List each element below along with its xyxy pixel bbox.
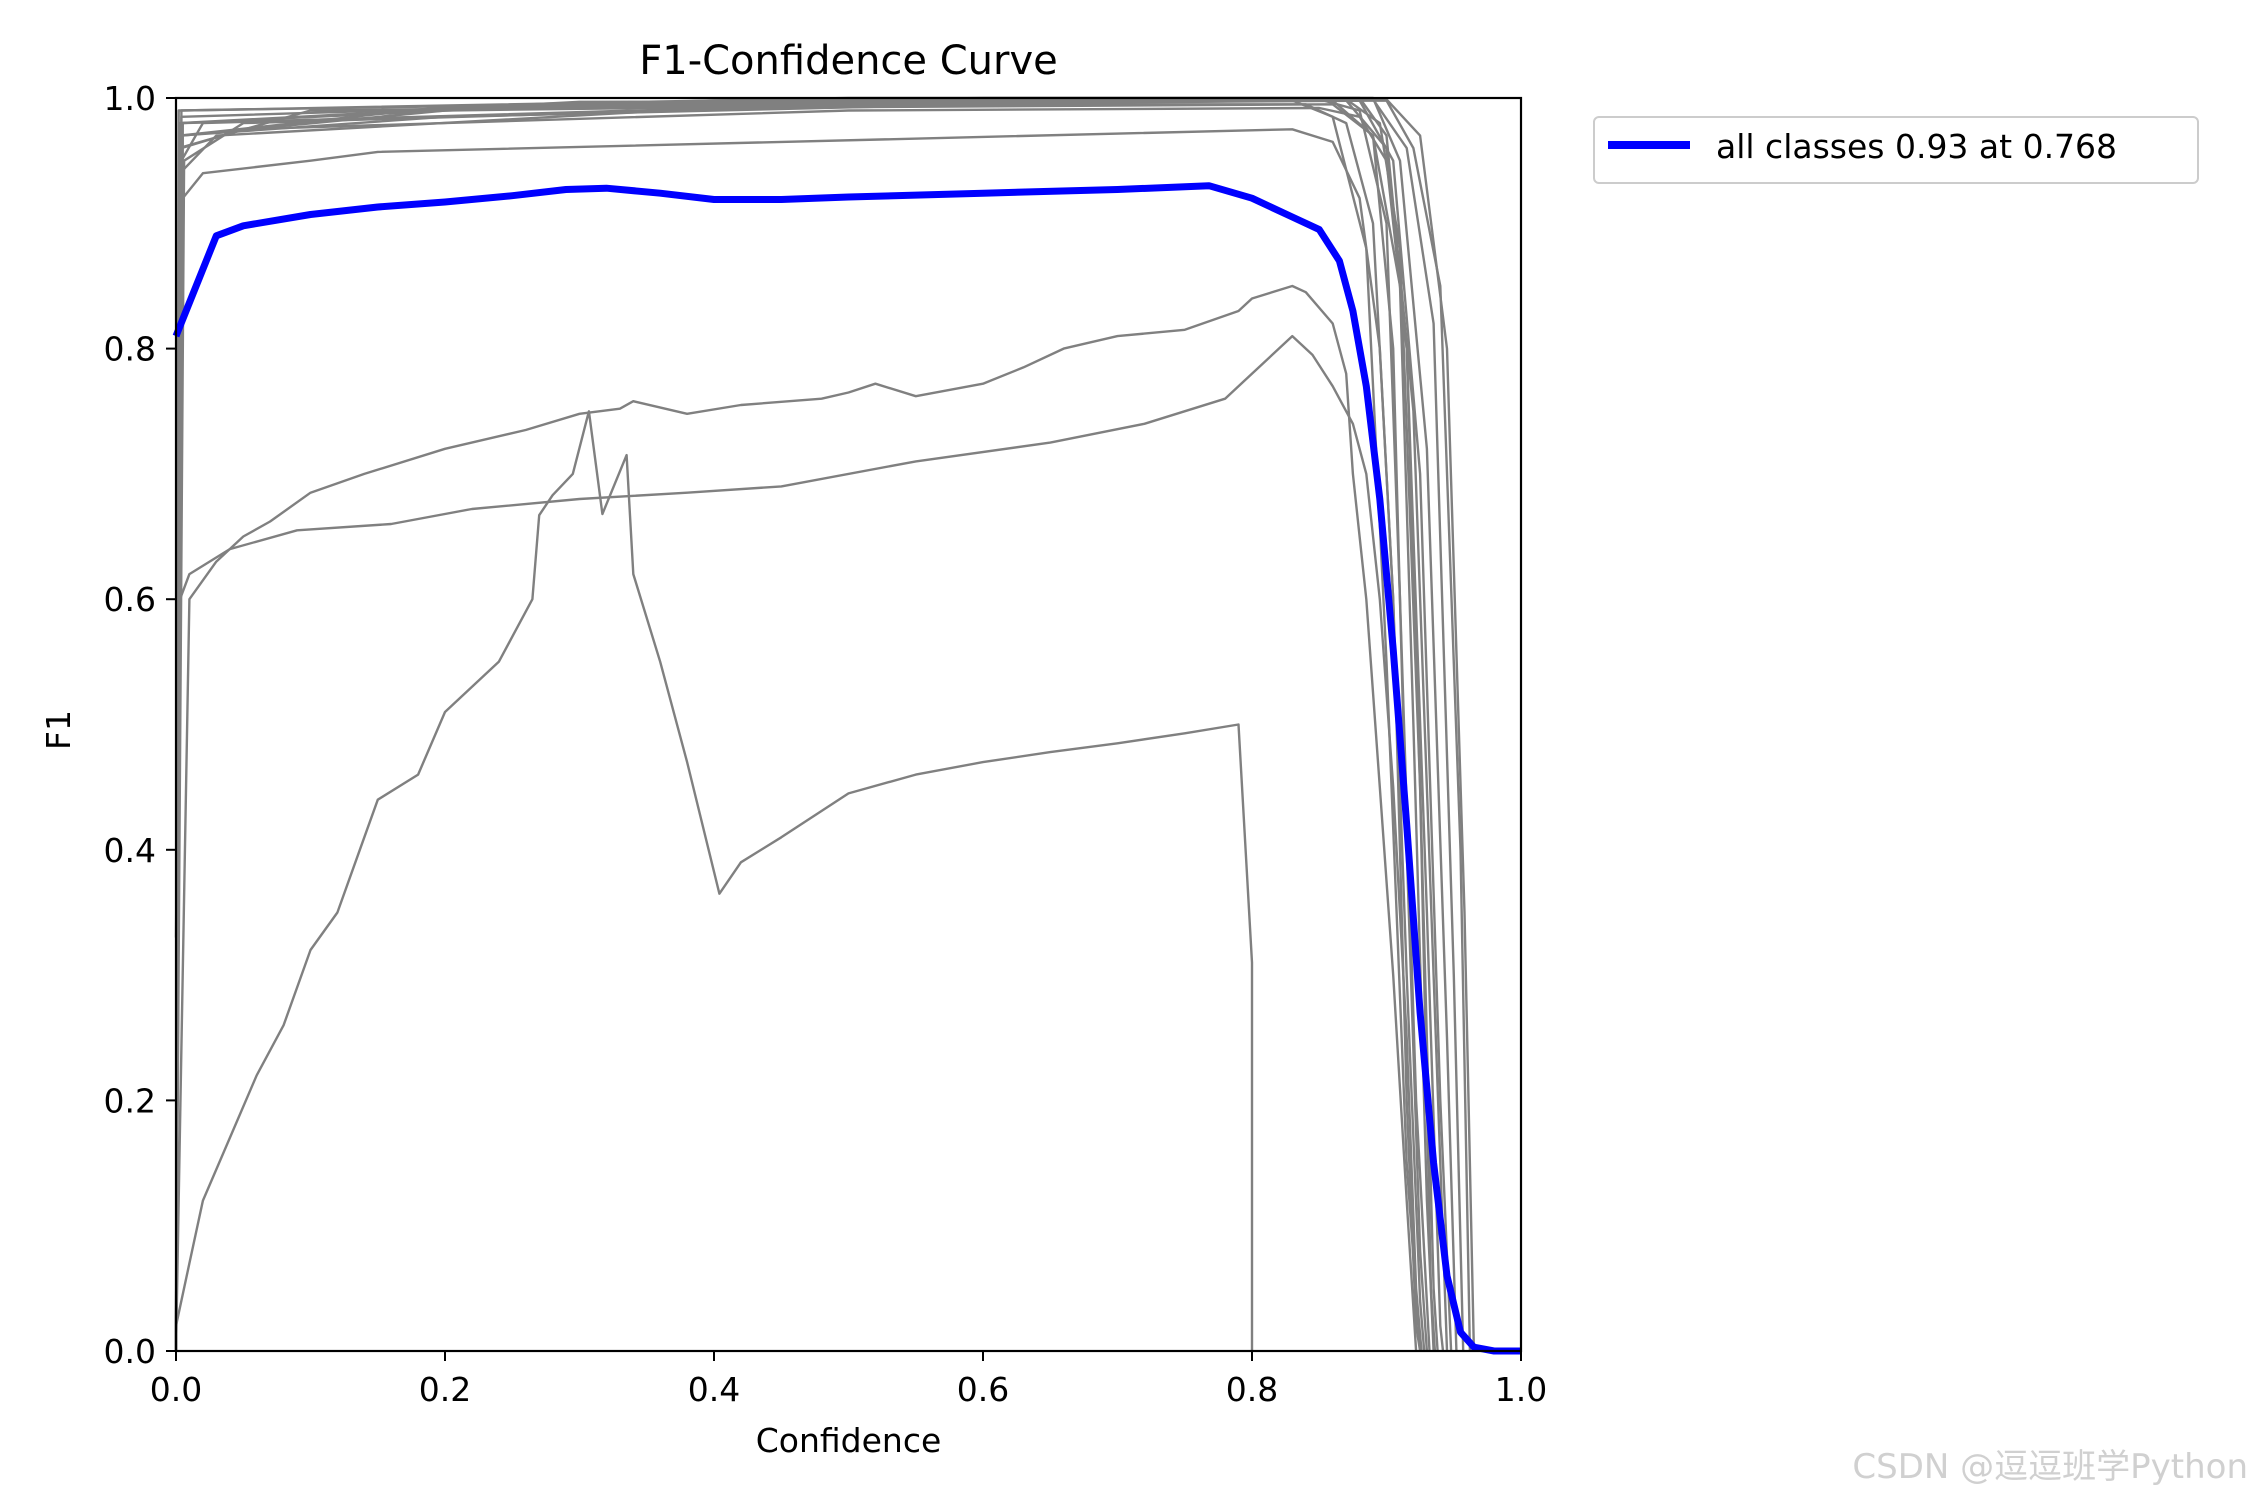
- series-line-class-5: [174, 103, 1435, 1352]
- series-line-class-15: [174, 128, 1426, 1352]
- y-tick-label: 1.0: [104, 79, 156, 118]
- x-tick-label: 1.0: [1495, 1370, 1547, 1409]
- y-tick-label: 0.2: [104, 1081, 156, 1120]
- x-axis-label: Confidence: [756, 1421, 942, 1460]
- y-tick-label: 0.6: [104, 580, 156, 619]
- series-line-class-16: [174, 334, 1423, 1352]
- y-tick-label: 0.4: [104, 831, 156, 870]
- series-line-class-11: [174, 98, 1465, 1352]
- x-tick-label: 0.6: [957, 1370, 1009, 1409]
- plot-lines: [172, 96, 1521, 1355]
- x-tick-label: 0.8: [1226, 1370, 1278, 1409]
- chart-title: F1-Confidence Curve: [639, 38, 1058, 84]
- series-line-class-8: [174, 96, 1449, 1352]
- x-tick-label: 0.2: [419, 1370, 471, 1409]
- csdn-watermark: CSDN @逗逗班学Python: [1852, 1447, 2248, 1487]
- series-line-class-1: [174, 103, 1422, 1352]
- series-line-class-18: [174, 410, 1254, 1351]
- axis-ticks: 0.0 0.2 0.4 0.6 0.8 1.0 0.0 0.2 0.4 0.6 0.8 1.0: [104, 79, 1548, 1409]
- series-line-class-12: [174, 99, 1472, 1352]
- legend-label-all-classes: all classes 0.93 at 0.768: [1716, 127, 2117, 166]
- y-axis-label: F1: [39, 710, 78, 750]
- x-tick-label: 0.0: [150, 1370, 202, 1409]
- series-line-class-13: [174, 98, 1476, 1352]
- legend-box: [1593, 116, 2199, 184]
- y-tick-label: 0.8: [104, 330, 156, 369]
- axes-frame: [174, 96, 1523, 1353]
- x-tick-label: 0.4: [688, 1370, 740, 1409]
- series-line-class-7: [174, 99, 1445, 1352]
- series-line-class-10: [174, 96, 1458, 1352]
- series-line-class-4: [174, 98, 1431, 1352]
- y-tick-label: 0.0: [104, 1332, 156, 1371]
- series-line-all-classes: [172, 182, 1521, 1355]
- series-line-class-14: [174, 106, 1437, 1352]
- series-line-class-17: [174, 284, 1418, 1352]
- series-line-class-9: [174, 99, 1453, 1352]
- series-line-class-6: [174, 98, 1439, 1352]
- legend: all classes 0.93 at 0.768: [1593, 116, 2199, 184]
